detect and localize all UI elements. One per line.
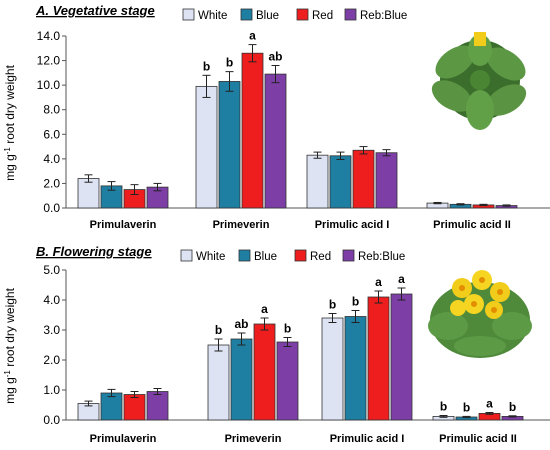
category-label-b: Primeverin — [225, 433, 282, 445]
significance-label-b: b — [463, 400, 470, 414]
bar-a — [306, 154, 329, 209]
legend-label-a: White — [198, 10, 227, 22]
panel-b-title: B. Flowering stage — [36, 244, 152, 259]
bar-a — [329, 155, 352, 209]
bar-b — [321, 317, 344, 421]
legend-swatch-b — [294, 249, 307, 262]
y-tick-label-b: 3.0 — [43, 323, 60, 337]
bar-b — [253, 323, 276, 421]
significance-label-b: b — [509, 400, 516, 414]
y-tick-label-b: 1.0 — [43, 383, 60, 397]
y-axis-label-b-rest: root dry weight — [3, 287, 17, 370]
significance-label-b: b — [352, 295, 359, 309]
category-label-b: Primulic acid II — [439, 433, 517, 445]
category-label-a: Primulaverin — [90, 219, 157, 231]
y-tick-label-b: 2.0 — [43, 353, 60, 367]
bar-b — [207, 344, 230, 421]
category-label-a: Primeverin — [213, 219, 270, 231]
bar-b — [123, 394, 146, 421]
significance-label-b: b — [440, 400, 447, 414]
significance-label-a: b — [203, 59, 210, 73]
y-tick-label-a: 4.0 — [43, 152, 60, 166]
axes-b: 0.0 1.0 2.0 3.0 4.0 5.0 Primulaverin Primeverin… — [43, 263, 550, 445]
legend-label-b: Blue — [254, 251, 277, 263]
bar-a — [352, 149, 375, 209]
significance-label-b: a — [486, 397, 493, 411]
significance-label-a: ab — [268, 49, 282, 63]
y-axis-label-a-sup: -1 — [3, 147, 12, 155]
legend-swatch-b — [180, 249, 193, 262]
legend-label-a: Red — [312, 10, 333, 22]
legend-swatch-b — [238, 249, 251, 262]
y-tick-label-b: 4.0 — [43, 293, 60, 307]
panel-flowering: B. Flowering stage White Blue Red Reb:Blue … — [3, 244, 550, 445]
y-axis-label-b: mg g-1 root dry weight — [3, 287, 18, 404]
significance-label-a: a — [249, 29, 256, 43]
y-tick-label-a: 14.0 — [37, 29, 61, 43]
y-tick-label-b: 5.0 — [43, 263, 60, 277]
significance-label-a: b — [226, 56, 233, 70]
legend-swatch-a — [344, 8, 357, 21]
y-tick-label-a: 8.0 — [43, 103, 60, 117]
bar-a — [218, 81, 241, 209]
y-tick-label-a: 2.0 — [43, 176, 60, 190]
bar-a — [241, 52, 264, 209]
y-tick-label-a: 0.0 — [43, 201, 60, 215]
y-tick-label-a: 10.0 — [37, 78, 61, 92]
category-label-a: Primulic acid II — [433, 219, 511, 231]
y-axis-label-b-main: mg g — [3, 377, 17, 404]
legend-label-b: Reb:Blue — [358, 251, 405, 263]
bar-b — [390, 293, 413, 421]
y-axis-label-a-rest: root dry weight — [3, 64, 17, 147]
legend-label-a: Blue — [256, 10, 279, 22]
significance-label-b: b — [284, 322, 291, 336]
significance-label-b: a — [375, 275, 382, 289]
significance-label-b: a — [261, 302, 268, 316]
rosette-plant-image — [431, 32, 527, 130]
significance-label-b: b — [215, 323, 222, 337]
bar-a — [375, 152, 398, 209]
panel-vegetative: A. Vegetative stage White Blue Red Reb:Blue… — [3, 3, 550, 231]
legend-swatch-a — [296, 8, 309, 21]
category-label-a: Primulic acid I — [315, 219, 390, 231]
legend-swatch-a — [240, 8, 253, 21]
legend-swatch-a — [182, 8, 195, 21]
axes-a: 0.0 2.0 4.0 6.0 8.0 10.0 12.0 14.0 Primulaverin P… — [37, 29, 550, 231]
bar-a — [195, 85, 218, 209]
bar-b — [344, 316, 367, 421]
y-axis-label-b-sup: -1 — [3, 370, 12, 378]
category-label-b: Primulic acid I — [330, 433, 405, 445]
category-label-b: Primulaverin — [90, 433, 157, 445]
legend-label-a: Reb:Blue — [360, 10, 407, 22]
legend-label-b: Red — [310, 251, 331, 263]
significance-label-b: ab — [234, 317, 248, 331]
legend-swatch-b — [342, 249, 355, 262]
significance-label-b: b — [329, 298, 336, 312]
bar-b — [367, 296, 390, 421]
legend-a: White Blue Red Reb:Blue — [182, 8, 407, 22]
bar-b — [230, 338, 253, 421]
bar-a — [77, 178, 100, 209]
legend-label-b: White — [196, 251, 225, 263]
bars-a: b b aab — [77, 29, 518, 209]
flowering-plant-image — [428, 270, 532, 358]
bar-b — [146, 391, 169, 421]
y-tick-label-a: 12.0 — [37, 54, 61, 68]
panel-a-title: A. Vegetative stage — [35, 3, 155, 18]
bar-a — [264, 73, 287, 209]
legend-b: White Blue Red Reb:Blue — [180, 249, 405, 263]
y-axis-label-a-main: mg g — [3, 154, 17, 181]
bar-b — [276, 341, 299, 421]
y-axis-label-a: mg g-1 root dry weight — [3, 64, 18, 181]
y-tick-label-a: 6.0 — [43, 127, 60, 141]
y-tick-label-b: 0.0 — [43, 413, 60, 427]
significance-label-b: a — [398, 272, 405, 286]
